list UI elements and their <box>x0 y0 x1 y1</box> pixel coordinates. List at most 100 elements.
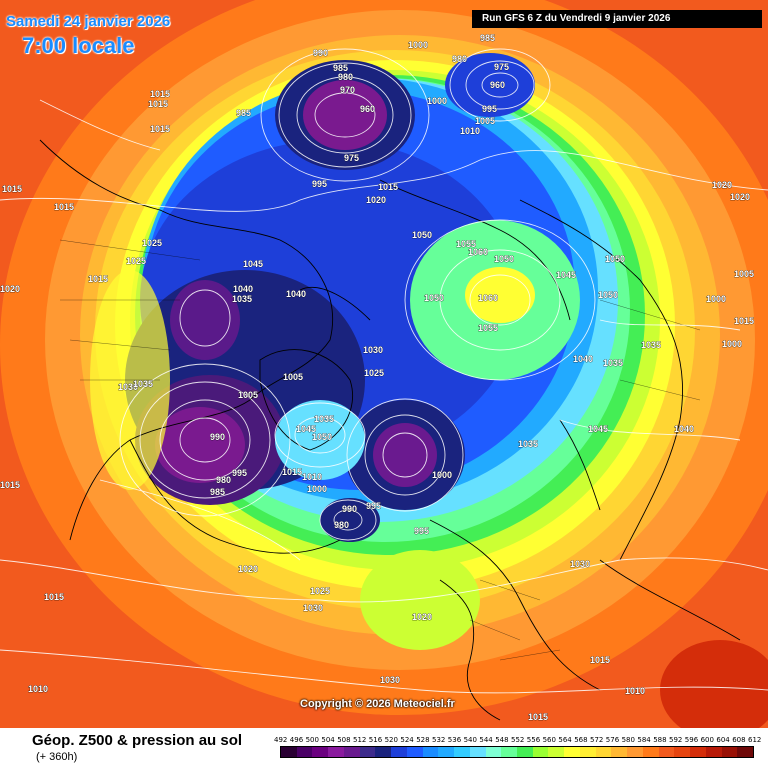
scale-swatch <box>611 747 628 757</box>
lead-time: (+ 360h) <box>36 751 78 763</box>
pressure-label: 1050 <box>424 293 444 303</box>
scale-value: 604 <box>716 736 730 744</box>
pressure-label: 1000 <box>307 484 327 494</box>
isobars <box>0 48 768 694</box>
pressure-label: 995 <box>366 501 381 511</box>
pressure-label: 1060 <box>478 293 498 303</box>
pressure-label: 1020 <box>366 195 386 205</box>
scale-value: 524 <box>400 736 414 744</box>
pressure-label: 1000 <box>408 40 428 50</box>
pressure-label: 1050 <box>494 254 514 264</box>
scale-swatch <box>406 747 423 757</box>
scale-value: 536 <box>447 736 462 744</box>
pressure-label: 1055 <box>478 323 498 333</box>
scale-value: 540 <box>463 736 477 744</box>
scale-value: 544 <box>479 736 493 744</box>
scale-swatch <box>642 747 659 757</box>
pressure-label: 1005 <box>238 390 258 400</box>
pressure-label: 1035 <box>603 358 623 368</box>
scale-swatch <box>658 747 675 757</box>
scale-value: 576 <box>605 736 620 744</box>
pressure-label: 985 <box>210 487 225 497</box>
pressure-label: 1015 <box>0 480 20 490</box>
legend-footer: Géop. Z500 & pression au sol (+ 360h) 49… <box>0 728 768 768</box>
field-title: Géop. Z500 & pression au sol <box>32 732 243 749</box>
scale-value: 580 <box>621 736 635 744</box>
scale-value: 548 <box>495 736 509 744</box>
scale-value: 584 <box>637 736 651 744</box>
scale-value: 508 <box>337 736 351 744</box>
pressure-label: 1030 <box>363 345 383 355</box>
pressure-label: 1015 <box>150 89 170 99</box>
low-core-west <box>155 407 245 483</box>
pressure-label: 990 <box>342 504 357 514</box>
scale-swatch <box>281 747 297 757</box>
pressure-label: 1015 <box>148 99 168 109</box>
pressure-label: 1045 <box>556 270 576 280</box>
scale-value: 568 <box>574 736 588 744</box>
scale-swatch <box>501 747 518 757</box>
forecast-date: Samedi 24 janvier 2026 <box>6 13 171 30</box>
pressure-label: 1025 <box>142 238 162 248</box>
weather-map: 1000 985 990 980 985 970 960 975 960 980… <box>0 0 768 728</box>
scale-swatch <box>391 747 407 757</box>
pressure-label: 1055 <box>456 239 476 249</box>
pressure-label: 1040 <box>233 284 253 294</box>
pressure-label: 980 <box>338 72 353 82</box>
pressure-label: 1040 <box>286 289 306 299</box>
pressure-label: 1020 <box>712 180 732 190</box>
low-south <box>320 498 380 542</box>
pressure-label: 1045 <box>588 424 608 434</box>
pressure-label: 1015 <box>590 655 610 665</box>
pressure-label: 1045 <box>243 259 263 269</box>
scale-value: 600 <box>700 736 714 744</box>
scale-swatch <box>296 747 313 757</box>
pressure-label: 980 <box>452 54 467 64</box>
scale-swatch <box>548 747 565 757</box>
pressure-label: 1035 <box>232 294 252 304</box>
scale-swatch <box>422 747 439 757</box>
scale-swatch <box>674 747 691 757</box>
scale-swatch <box>721 747 738 757</box>
pressure-label: 995 <box>414 526 429 536</box>
pressure-label: 1040 <box>573 354 593 364</box>
scale-swatch <box>454 747 470 757</box>
pressure-label: 995 <box>482 104 497 114</box>
pressure-label: 1015 <box>378 182 398 192</box>
run-info-banner: Run GFS 6 Z du Vendredi 9 janvier 2026 <box>472 10 762 28</box>
scale-swatch <box>532 747 549 757</box>
scale-swatch <box>343 747 360 757</box>
pressure-label: 1050 <box>412 230 432 240</box>
scale-swatch <box>438 747 455 757</box>
color-scale-labels: 492 496 500 504 508 512 516 520 524 528 532 536 540 5… <box>274 736 761 746</box>
color-scale-bar <box>280 746 754 758</box>
low-core-nw <box>170 280 240 360</box>
pressure-label: 1020 <box>730 192 750 202</box>
pressure-label: 1015 <box>2 184 22 194</box>
scale-value: 612 <box>748 736 762 744</box>
scale-swatch <box>469 747 486 757</box>
scale-swatch <box>627 747 643 757</box>
pressure-label: 1035 <box>518 439 538 449</box>
pressure-labels: 1000 985 990 980 985 970 960 975 960 980… <box>0 33 754 723</box>
pressure-label: 1025 <box>310 586 330 596</box>
pressure-label: 1040 <box>674 424 694 434</box>
scale-swatch <box>375 747 392 757</box>
scale-value: 528 <box>416 736 430 744</box>
scale-value: 496 <box>289 736 304 744</box>
pressure-label: 1010 <box>460 126 480 136</box>
pressure-label: 1020 <box>412 612 432 622</box>
pressure-label: 1035 <box>641 340 661 350</box>
ridge-europe <box>360 550 480 650</box>
scale-swatch <box>705 747 722 757</box>
ridge-core-siberia <box>465 267 535 323</box>
scale-value: 596 <box>684 736 699 744</box>
pressure-label: 990 <box>210 432 225 442</box>
pressure-label: 1015 <box>88 274 108 284</box>
pressure-label: 1015 <box>282 467 302 477</box>
scale-value: 520 <box>384 736 398 744</box>
pressure-label: 960 <box>490 80 505 90</box>
scale-value: 592 <box>669 736 683 744</box>
pressure-label: 1030 <box>570 559 590 569</box>
scale-value: 560 <box>542 736 556 744</box>
